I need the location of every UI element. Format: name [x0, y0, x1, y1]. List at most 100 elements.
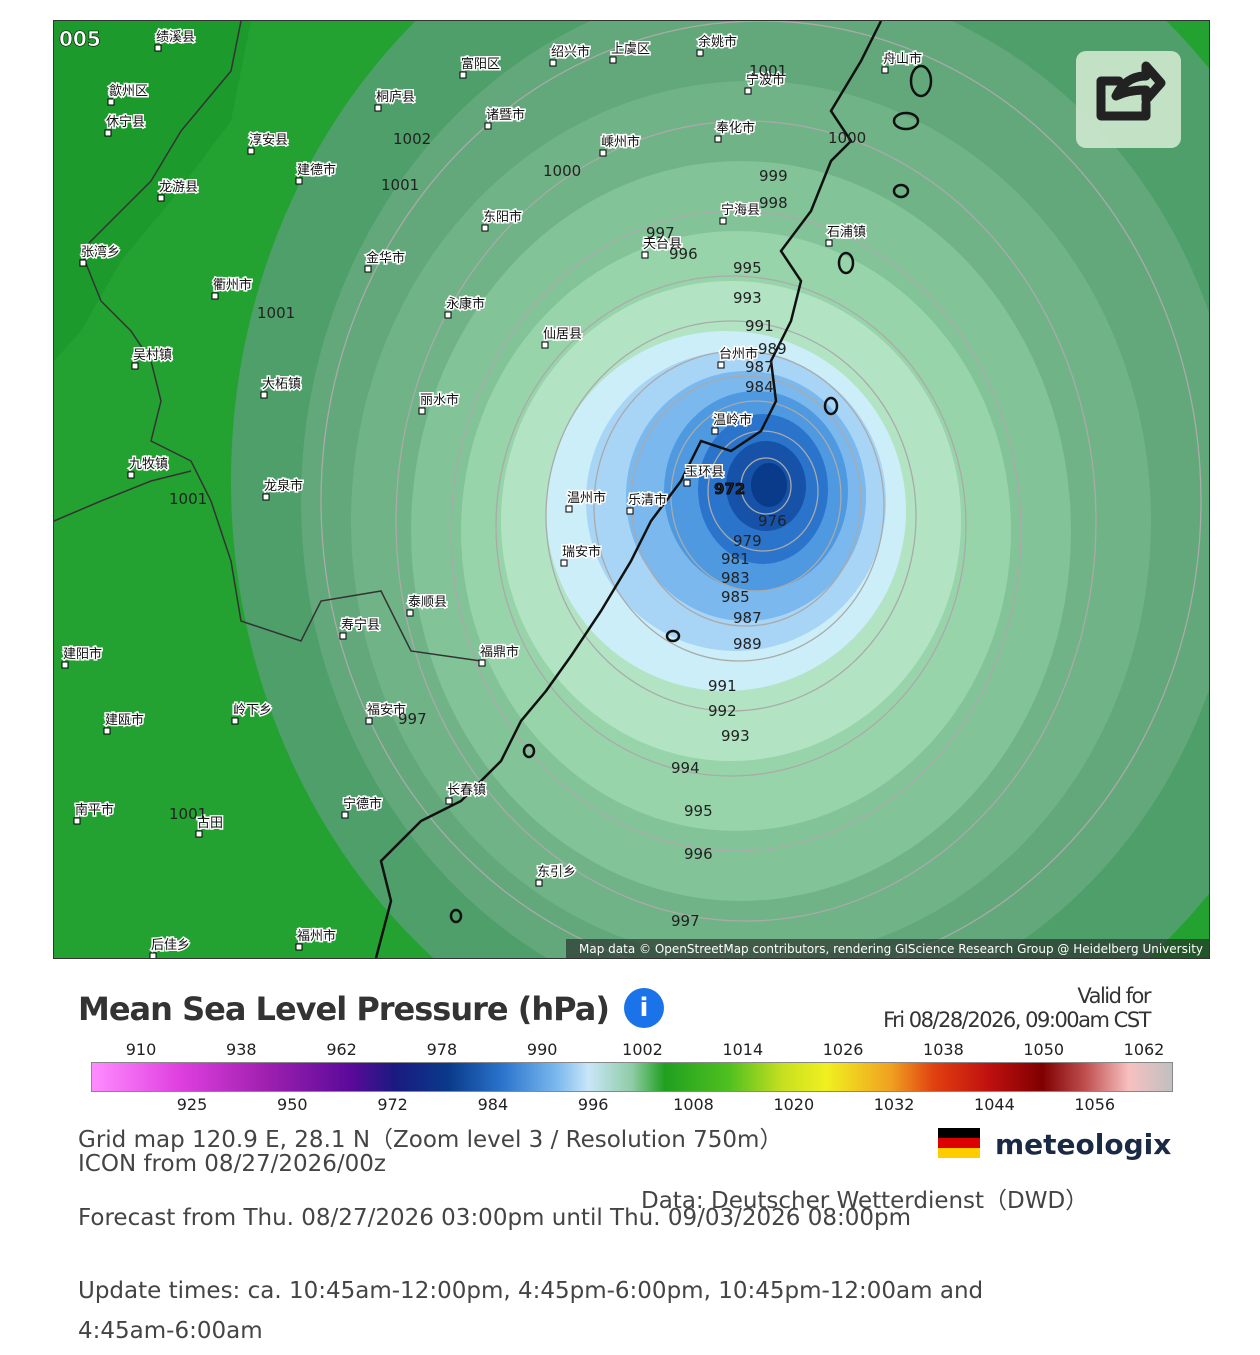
place-label: 宁波市: [746, 72, 785, 88]
info-button[interactable]: i: [624, 988, 664, 1028]
place-dot: [341, 811, 349, 819]
isobar-label: 1001: [169, 805, 207, 823]
place-label: 丽水市: [420, 392, 459, 408]
place-dot: [154, 44, 162, 52]
place-label: 岭下乡: [233, 703, 272, 718]
legend-tick-bottom: 950: [277, 1095, 308, 1114]
place-label: 永康市: [446, 296, 485, 312]
place-label: 福州市: [297, 928, 336, 944]
valid-time-value: Fri 08/28/2026, 09:00am CST: [883, 1008, 1151, 1032]
place-label: 舟山市: [883, 51, 922, 67]
isobar-label: 997: [671, 912, 700, 930]
legend-tick-bottom: 1056: [1074, 1095, 1116, 1114]
place-label: 东阳市: [483, 209, 522, 225]
isobar-label: 983: [721, 569, 750, 587]
share-button[interactable]: [1076, 51, 1181, 148]
title: Mean Sea Level Pressure (hPa): [78, 990, 610, 1028]
place-dot: [131, 362, 139, 370]
place-dot: [719, 217, 727, 225]
place-label: 福鼎市: [480, 644, 519, 660]
isobar-label: 984: [745, 378, 774, 396]
corner-label: 005: [59, 27, 101, 51]
isobar-label: 987: [745, 358, 774, 376]
isobar-label: 1002: [393, 130, 431, 148]
place-label: 金华市: [366, 250, 405, 266]
isobar-label: 991: [745, 317, 774, 335]
update-info: Update times: ca. 10:45am-12:00pm, 4:45p…: [78, 1278, 984, 1304]
place-dot: [260, 391, 268, 399]
grid-info: Grid map 120.9 E, 28.1 N（Zoom level 3 / …: [78, 1127, 783, 1153]
isobar-label: 972: [714, 480, 745, 498]
model-info: ICON from 08/27/2026/00z: [78, 1151, 386, 1177]
place-label: 宁德市: [343, 796, 382, 812]
place-label: 宁海县: [721, 202, 760, 218]
place-label: 玉环县: [685, 465, 724, 480]
place-label: 建瓯市: [105, 712, 144, 728]
legend-tick-top: 910: [125, 1040, 157, 1059]
place-dot: [295, 943, 303, 951]
place-dot: [881, 66, 889, 74]
forecast-info: Forecast from Thu. 08/27/2026 03:00pm un…: [78, 1205, 912, 1231]
place-dot: [549, 59, 557, 67]
color-bar: [91, 1062, 1173, 1092]
place-dot: [365, 717, 373, 725]
place-dot: [717, 361, 725, 369]
place-dot: [599, 149, 607, 157]
place-label: 桐庐县: [376, 90, 415, 105]
place-dot: [104, 129, 112, 137]
place-dot: [445, 797, 453, 805]
place-label: 温岭市: [713, 412, 752, 428]
legend-tick-bottom: 996: [577, 1095, 609, 1114]
place-dot: [696, 49, 704, 57]
legend-tick-bottom: 1044: [974, 1095, 1015, 1114]
place-label: 九牧镇: [129, 457, 168, 472]
flag: [938, 1128, 980, 1158]
place-label: 台州市: [719, 346, 758, 362]
place-label: 建德市: [297, 162, 336, 178]
place-label: 乐清市: [628, 492, 667, 508]
place-label: 温州市: [567, 490, 606, 506]
attribution: Map data © OpenStreetMap contributors, r…: [579, 942, 1203, 956]
place-label: 嵊州市: [601, 134, 640, 150]
legend-tick-top: 1062: [1123, 1040, 1165, 1059]
place-label: 龙游县: [159, 180, 198, 195]
place-dot: [535, 879, 543, 887]
isobar-label: 989: [758, 340, 787, 358]
place-dot: [711, 427, 719, 435]
place-label: 南平市: [75, 802, 114, 818]
place-label: 长春镇: [447, 783, 486, 798]
place-label: 淳安县: [249, 132, 288, 148]
isobar-label: 1001: [749, 62, 787, 80]
place-label: 奉化市: [716, 120, 755, 136]
legend-tick-top: 1038: [923, 1040, 964, 1059]
place-dot: [418, 407, 426, 415]
valid-label: Valid for: [1077, 984, 1151, 1008]
place-label: 富阳区: [461, 56, 500, 72]
place-label: 东引乡: [537, 865, 576, 880]
place-dot: [262, 493, 270, 501]
place-label: 衢州市: [213, 277, 252, 293]
place-label: 古田: [197, 816, 223, 831]
place-dot: [149, 952, 157, 958]
place-dot: [195, 830, 203, 838]
place-label: 仙居县: [543, 327, 582, 342]
legend-tick-bottom: 1008: [673, 1095, 714, 1114]
isobar-label: 996: [669, 245, 698, 263]
place-dot: [481, 224, 489, 232]
place-dot: [478, 659, 486, 667]
place-dot: [626, 507, 634, 515]
place-dot: [339, 632, 347, 640]
place-dot: [231, 717, 239, 725]
place-dot: [61, 661, 69, 669]
place-label: 建阳市: [63, 646, 102, 662]
isobar-label: 997: [646, 224, 675, 242]
place-label: 大柘镇: [262, 377, 301, 392]
place-dot: [459, 71, 467, 79]
place-label: 休宁县: [106, 114, 145, 130]
legend-tick-top: 1002: [622, 1040, 663, 1059]
isobar-label: 999: [759, 167, 788, 185]
place-label: 绩溪县: [156, 30, 195, 45]
attribution-bg: [566, 939, 1209, 958]
place-dot: [79, 259, 87, 267]
